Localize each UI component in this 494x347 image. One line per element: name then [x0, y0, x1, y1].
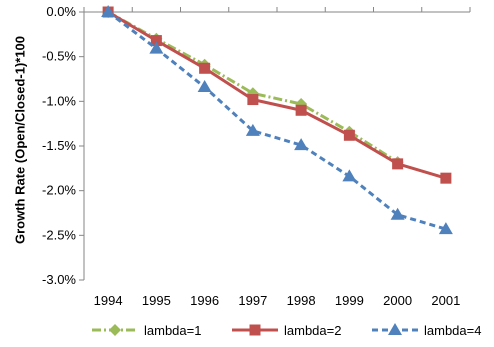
series-lambda=1	[102, 6, 404, 169]
data-point	[101, 5, 116, 17]
y-tick-label: -2.5%	[42, 227, 76, 242]
data-point	[342, 169, 357, 182]
data-point	[438, 222, 453, 235]
y-axis-title: Growth Rate (Open/Closed-1)*100	[12, 36, 27, 244]
data-point	[390, 207, 405, 220]
series-lambda=4	[101, 5, 453, 235]
data-point	[149, 41, 164, 54]
y-tick-label: 0.0%	[46, 4, 76, 19]
data-point	[245, 123, 260, 136]
x-tick-label: 1994	[94, 293, 123, 308]
series-line	[107, 10, 447, 180]
x-tick-label: 1996	[190, 293, 219, 308]
x-tick-label: 1995	[142, 293, 171, 308]
y-tick-label: -1.5%	[42, 138, 76, 153]
y-tick-label: -2.0%	[42, 183, 76, 198]
legend-label: lambda=4	[424, 323, 481, 338]
legend-item: lambda=4	[372, 323, 481, 338]
legend-label: lambda=1	[144, 323, 201, 338]
x-tick-label: 2000	[383, 293, 412, 308]
data-point	[150, 35, 162, 47]
legend-marker	[388, 323, 402, 335]
data-point	[247, 94, 259, 106]
data-point	[199, 62, 211, 74]
legend-item: lambda=1	[92, 323, 201, 338]
legend-marker	[109, 324, 121, 336]
series-lambda=2	[102, 6, 452, 184]
x-tick-label: 2001	[431, 293, 460, 308]
legend-label: lambda=2	[284, 323, 341, 338]
legend-marker	[249, 324, 261, 336]
x-tick-label: 1999	[335, 293, 364, 308]
data-point	[197, 80, 212, 93]
y-tick-label: -1.0%	[42, 93, 76, 108]
data-point	[295, 104, 307, 116]
data-point	[343, 129, 355, 141]
y-tick-label: -0.5%	[42, 49, 76, 64]
x-tick-label: 1998	[287, 293, 316, 308]
y-tick-label: -3.0%	[42, 272, 76, 287]
x-tick-label: 1997	[238, 293, 267, 308]
series-line	[107, 10, 447, 231]
legend-item: lambda=2	[232, 323, 341, 338]
data-point	[294, 138, 309, 151]
data-point	[440, 172, 452, 184]
data-point	[392, 158, 404, 170]
